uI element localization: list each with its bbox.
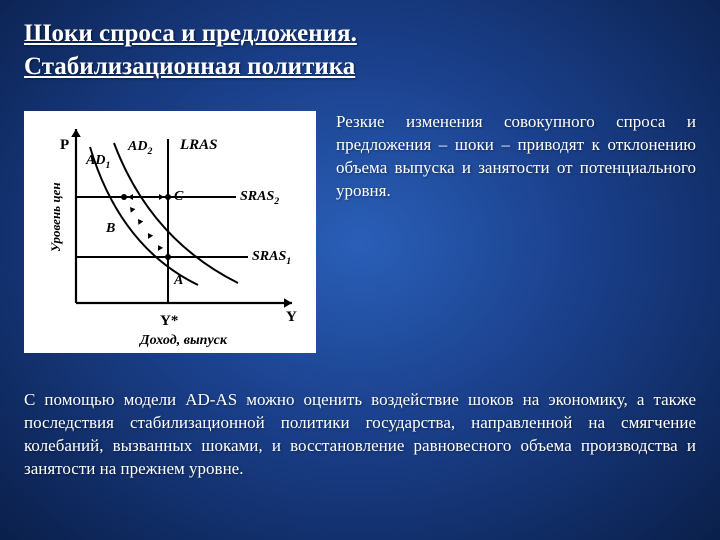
chart-label-b: B	[106, 221, 115, 237]
bottom-paragraph: С помощью модели AD-AS можно оценить воз…	[24, 389, 696, 481]
chart-label-sras1: SRAS1	[252, 249, 291, 267]
chart-label-p: P	[60, 137, 69, 154]
chart-label-ad1: AD1	[86, 153, 110, 171]
chart-label-lras: LRAS	[180, 137, 218, 154]
chart-label-y: Y	[286, 309, 297, 326]
content-row: P Y Y* LRAS SRAS1 SRAS2 AD1 AD2 A B C Уровень цен До…	[24, 111, 696, 353]
ad-as-chart: P Y Y* LRAS SRAS1 SRAS2 AD1 AD2 A B C Уровень цен До…	[30, 117, 310, 347]
slide-title: Шоки спроса и предложения. Стабилизацион…	[24, 18, 696, 83]
chart-label-x_axis_label: Доход, выпуск	[140, 333, 227, 349]
side-paragraph: Резкие изменения совокупного спроса и пр…	[336, 111, 696, 353]
chart-label-c: C	[174, 189, 183, 205]
title-line-1: Шоки спроса и предложения.	[24, 20, 357, 47]
title-line-2: Стабилизационная политика	[24, 53, 355, 80]
chart-container: P Y Y* LRAS SRAS1 SRAS2 AD1 AD2 A B C Уровень цен До…	[24, 111, 316, 353]
chart-label-ad2: AD2	[128, 139, 152, 157]
chart-label-sras2: SRAS2	[240, 189, 279, 207]
chart-label-ystar: Y*	[160, 313, 178, 330]
chart-label-a: A	[174, 273, 183, 289]
chart-label-y_axis_label: Уровень цен	[48, 182, 64, 252]
